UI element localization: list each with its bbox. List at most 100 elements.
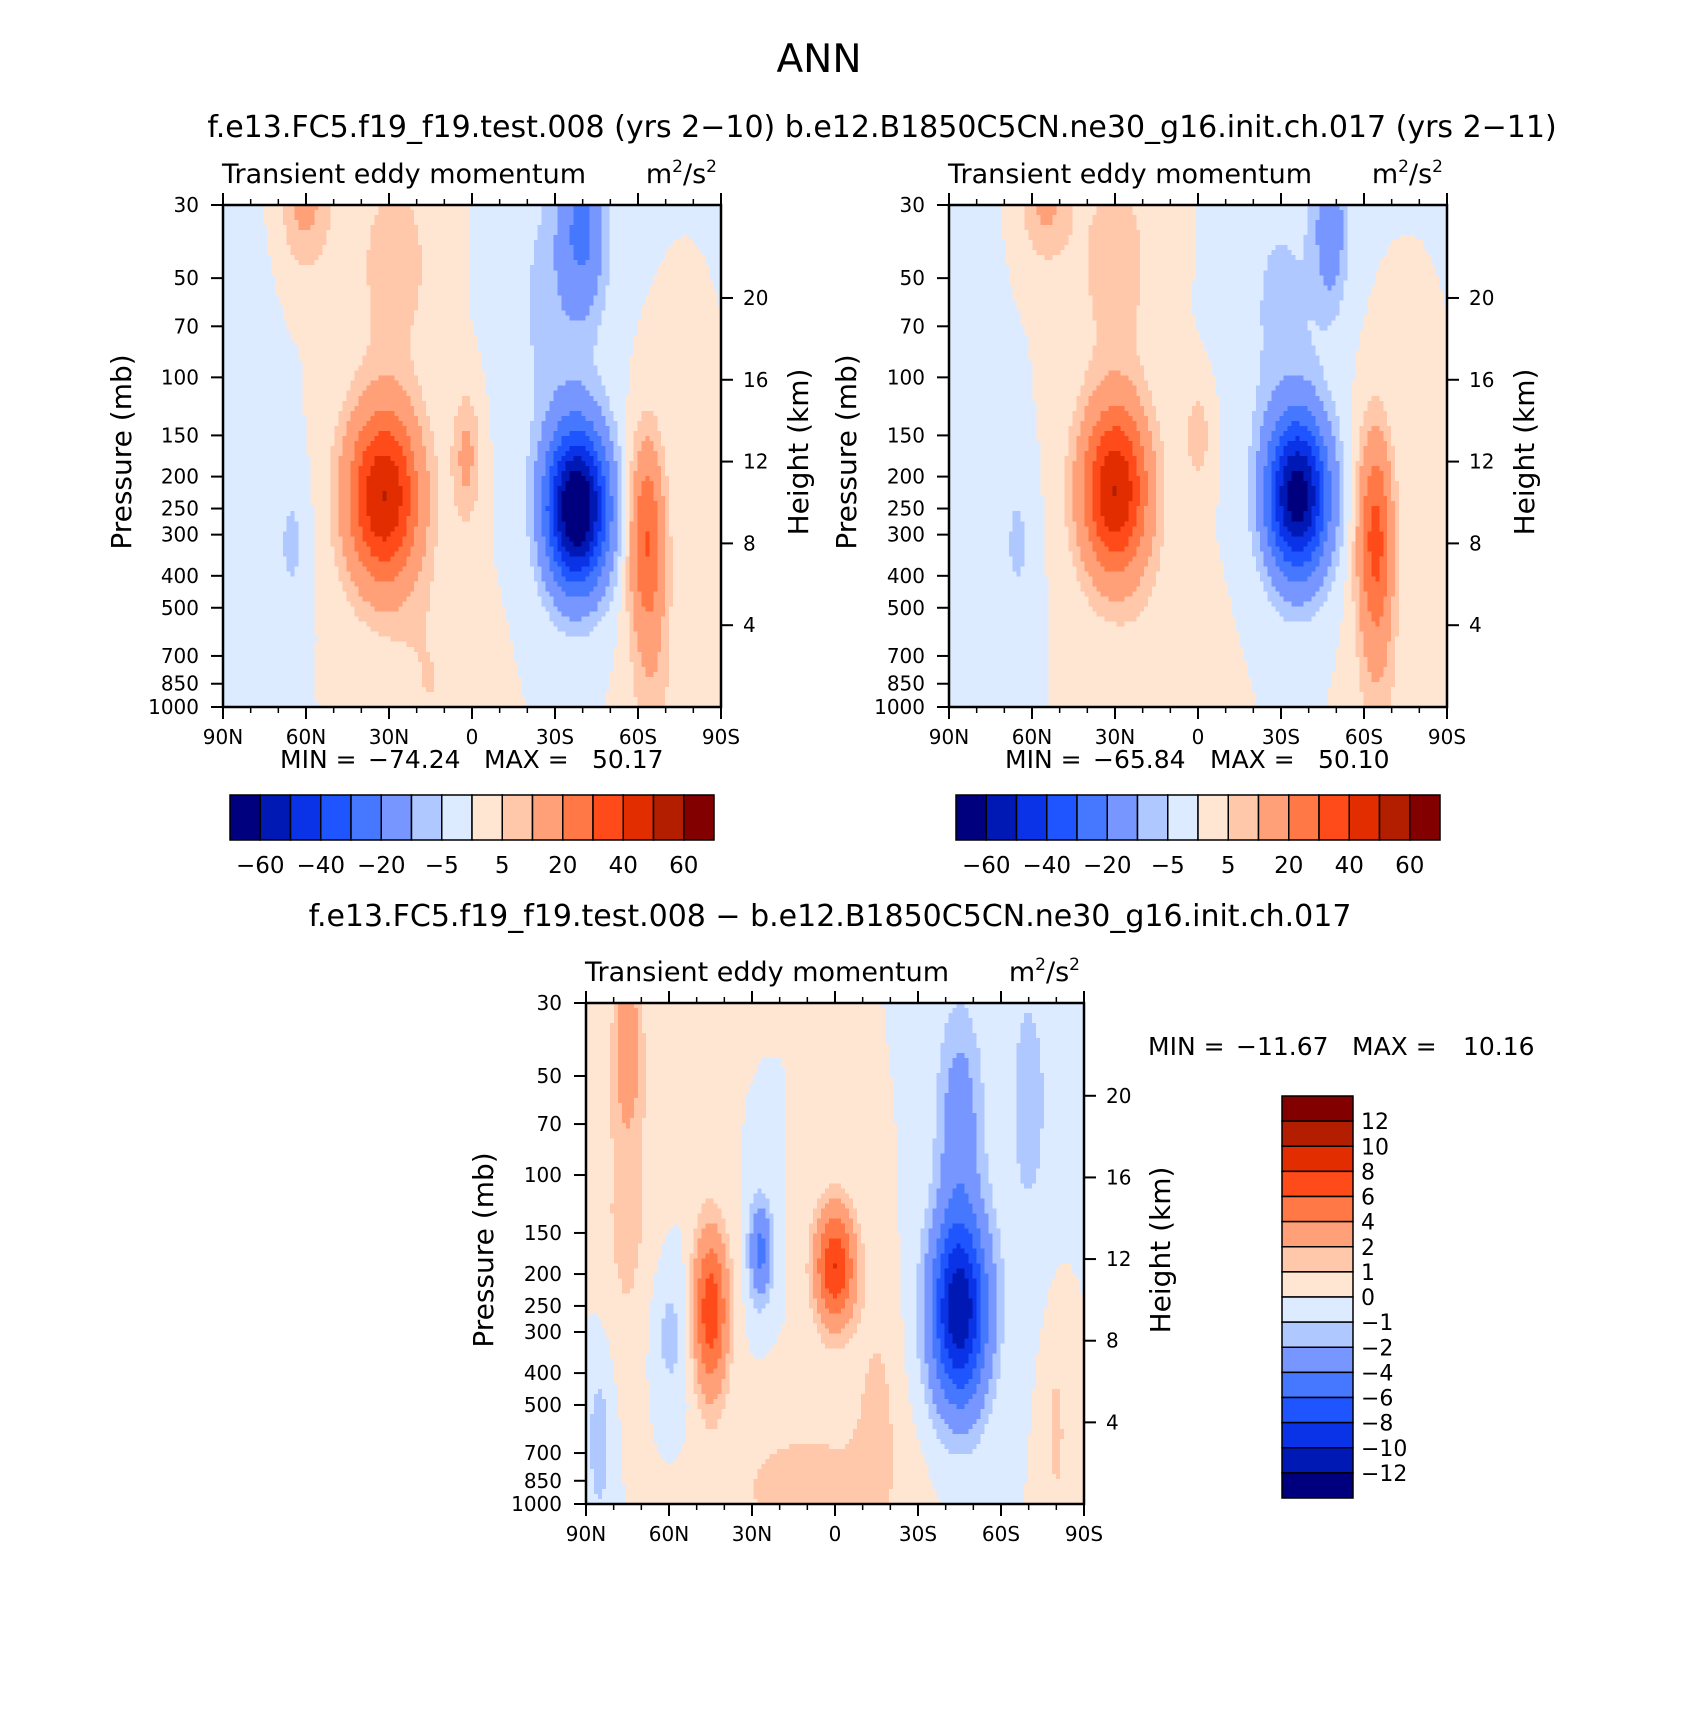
y2-tick-label: 8 <box>743 531 756 555</box>
colorbar-label: −60 <box>236 853 285 879</box>
colorbar-box <box>1281 1271 1354 1298</box>
x-tick-label: 60N <box>286 725 326 749</box>
colorbar-box <box>1409 794 1441 841</box>
y-tick-label: 1000 <box>148 695 199 719</box>
colorbar-box <box>259 794 292 841</box>
top-panels-title: f.e13.FC5.f19_f19.test.008 (yrs 2−10) b.… <box>207 110 1556 145</box>
colorbar-label: 6 <box>1361 1186 1375 1211</box>
colorbar-label: −4 <box>1361 1361 1393 1386</box>
y-tick-label: 150 <box>887 423 925 447</box>
colorbar-box <box>1281 1396 1354 1424</box>
y-tick-label: 700 <box>887 644 925 668</box>
colorbar-box <box>1015 794 1048 841</box>
colorbar-box <box>1288 794 1320 841</box>
y-tick-label: 100 <box>161 365 199 389</box>
colorbar-box <box>955 794 987 841</box>
y-tick-label: 30 <box>174 193 199 217</box>
x-tick-label: 60S <box>1345 725 1383 749</box>
colorbar-label: 40 <box>1335 853 1364 879</box>
colorbar-box <box>1076 794 1108 841</box>
y-tick-label: 700 <box>524 1441 562 1465</box>
colorbar-label: 0 <box>1361 1286 1375 1311</box>
panel-diff-min-label: MIN = <box>1148 1032 1225 1061</box>
colorbar-label: −60 <box>962 853 1011 879</box>
colorbar-label: −10 <box>1361 1437 1407 1462</box>
colorbar-box <box>1281 1447 1354 1474</box>
colorbar-label: −1 <box>1361 1311 1393 1336</box>
colorbar-label: −2 <box>1361 1336 1393 1361</box>
colorbar-box <box>1281 1371 1354 1399</box>
colorbar-box <box>1281 1296 1354 1323</box>
panel-control: Transient eddy momentum m2/s2 90N 60N 30N 0… <box>830 157 1541 879</box>
contour-fill <box>586 1003 1085 1505</box>
y2-tick-label: 12 <box>1106 1247 1131 1271</box>
y2-tick-label: 12 <box>743 450 768 474</box>
y2-tick-label: 12 <box>1469 450 1494 474</box>
y2-tick-label: 16 <box>1469 368 1494 392</box>
x-tick-label: 30S <box>536 725 574 749</box>
y-tick-label: 30 <box>900 193 925 217</box>
colorbar-label: 8 <box>1361 1160 1375 1185</box>
panel-diff-contours: 90N 60N 30N 0 30S 60S 90S 30 50 70 100 150 200 250300… <box>511 991 1131 1546</box>
colorbar-box <box>1227 794 1260 841</box>
x-tick-label: 30N <box>732 1522 772 1546</box>
colorbar-box <box>410 794 443 841</box>
panel-diff-min-value: −11.67 <box>1236 1032 1329 1061</box>
colorbar-label: 20 <box>548 853 577 879</box>
panel-test-colorbar: −60 −40 −20 −5 5 20 40 60 <box>229 794 715 879</box>
y-tick-label: 150 <box>161 423 199 447</box>
panel-diff-y2label: Height (km) <box>1144 1167 1177 1334</box>
contour-fill <box>949 205 1448 708</box>
y2-tick-label: 16 <box>743 368 768 392</box>
colorbar-label: 2 <box>1361 1236 1375 1261</box>
colorbar-label: 1 <box>1361 1261 1375 1286</box>
y-tick-label: 50 <box>900 266 925 290</box>
panel-control-max-value: 50.10 <box>1318 745 1390 774</box>
y-tick-label: 70 <box>900 314 925 338</box>
colorbar-label: 40 <box>609 853 638 879</box>
colorbar-box <box>380 794 413 841</box>
colorbar-box <box>985 794 1018 841</box>
colorbar-box <box>1281 1472 1354 1499</box>
colorbar-label: −5 <box>1151 853 1185 879</box>
x-tick-label: 90N <box>929 725 969 749</box>
y-tick-label: 300 <box>887 523 925 547</box>
colorbar-label: 20 <box>1274 853 1303 879</box>
panel-test-ylabel: Pressure (mb) <box>105 354 138 549</box>
panel-control-contours: 90N 60N 30N 0 30S 60S 90S 30 50 70 100 150 200 250300… <box>874 193 1494 749</box>
panel-test-min-label: MIN = <box>280 745 357 774</box>
y2-tick-label: 20 <box>743 286 768 310</box>
panel-test-y2label: Height (km) <box>782 369 815 536</box>
colorbar-box <box>229 794 261 841</box>
y-tick-label: 850 <box>161 672 199 696</box>
panel-difference: Transient eddy momentum m2/s2 90N 60N 30N 0… <box>467 955 1535 1546</box>
y-tick-label: 200 <box>161 465 199 489</box>
contour-fill <box>223 205 722 708</box>
panel-test-contours: 90N 60N 30N 0 30S 60S 90S 30 50 70 100 150 200 250300… <box>148 193 768 749</box>
y-tick-label: 1000 <box>874 695 925 719</box>
panel-test-min-value: −74.24 <box>368 745 461 774</box>
panel-diff-max-label: MAX = <box>1352 1032 1437 1061</box>
colorbar-box <box>441 794 473 841</box>
colorbar-box <box>1281 1220 1354 1248</box>
colorbar-label: 5 <box>495 853 510 879</box>
colorbar-box <box>320 794 352 841</box>
panel-control-title: Transient eddy momentum <box>947 159 1312 190</box>
y-tick-label: 100 <box>524 1163 562 1187</box>
y-tick-label: 400 <box>524 1361 562 1385</box>
colorbar-label: 60 <box>669 853 698 879</box>
colorbar-label: 60 <box>1395 853 1424 879</box>
panel-diff-title: Transient eddy momentum <box>584 957 949 988</box>
y-tick-label: 500 <box>161 596 199 620</box>
y2-tick-label: 4 <box>1106 1410 1119 1434</box>
colorbar-box <box>1281 1195 1354 1223</box>
panel-test-max-label: MAX = <box>484 745 569 774</box>
y-tick-label: 250 <box>887 497 925 521</box>
colorbar-box <box>531 794 564 841</box>
colorbar-label: −6 <box>1361 1387 1393 1412</box>
colorbar-box <box>501 794 534 841</box>
panel-control-min-label: MIN = <box>1005 745 1082 774</box>
colorbar-label: −40 <box>1022 853 1071 879</box>
panel-test-units: m2/s2 <box>646 157 717 190</box>
y-tick-label: 1000 <box>511 1492 562 1516</box>
